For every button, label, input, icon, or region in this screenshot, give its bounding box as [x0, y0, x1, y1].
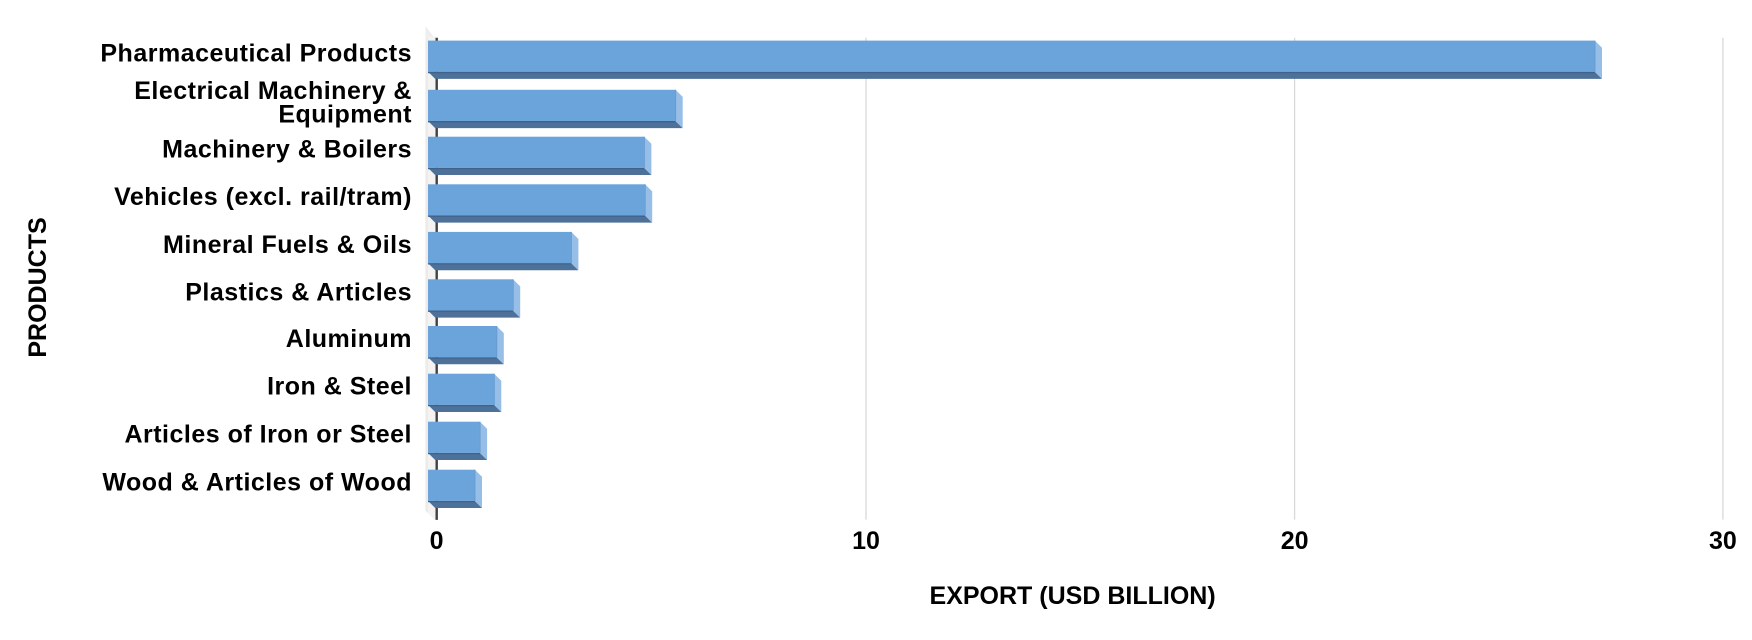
svg-text:Electrical Machinery &: Electrical Machinery & — [134, 77, 412, 105]
svg-text:Equipment: Equipment — [278, 100, 412, 128]
svg-text:30: 30 — [1709, 527, 1737, 555]
svg-text:Pharmaceutical Products: Pharmaceutical Products — [100, 40, 412, 68]
svg-text:EXPORT (USD BILLION): EXPORT (USD BILLION) — [930, 582, 1216, 610]
svg-text:Mineral Fuels & Oils: Mineral Fuels & Oils — [163, 231, 412, 259]
svg-text:Wood & Articles of Wood: Wood & Articles of Wood — [102, 469, 412, 497]
svg-text:Iron & Steel: Iron & Steel — [267, 373, 412, 401]
svg-text:Articles of Iron or Steel: Articles of Iron or Steel — [124, 421, 412, 449]
svg-text:PRODUCTS: PRODUCTS — [24, 217, 52, 357]
svg-text:Aluminum: Aluminum — [286, 325, 412, 353]
svg-text:Machinery & Boilers: Machinery & Boilers — [162, 136, 412, 164]
svg-text:Vehicles (excl. rail/tram): Vehicles (excl. rail/tram) — [114, 183, 412, 211]
svg-text:20: 20 — [1281, 527, 1309, 555]
svg-text:0: 0 — [430, 527, 444, 555]
svg-text:10: 10 — [852, 527, 880, 555]
svg-text:Plastics & Articles: Plastics & Articles — [185, 278, 412, 306]
